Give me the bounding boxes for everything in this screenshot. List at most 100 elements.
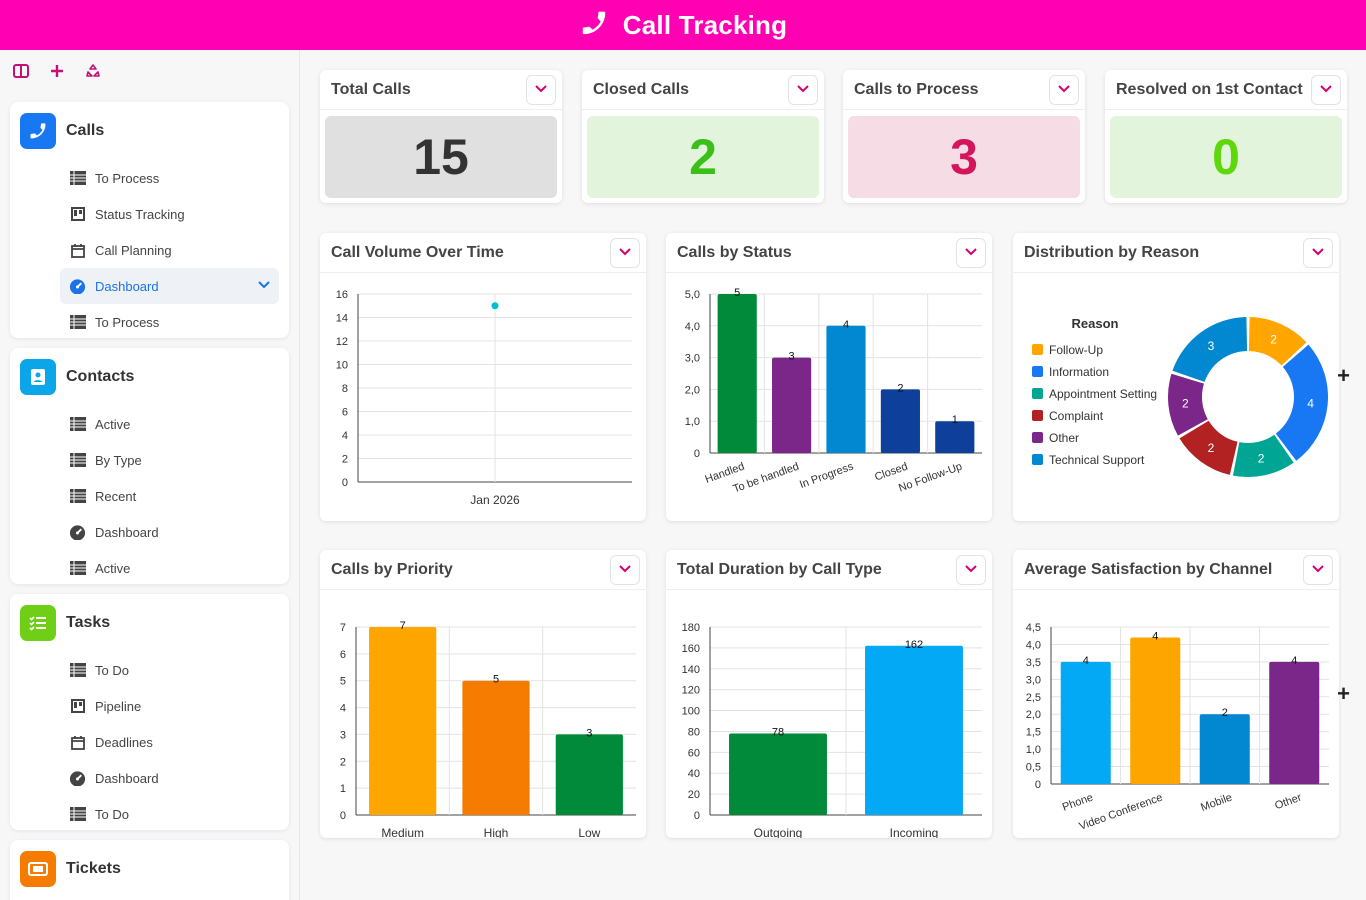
y-tick-label: 140 <box>682 664 700 676</box>
panel-menu-button[interactable] <box>1303 555 1333 585</box>
nav-section-header-tasks[interactable]: Tasks <box>10 594 289 652</box>
y-tick-label: 7 <box>340 622 346 634</box>
x-tick-label: Phone <box>1061 792 1095 814</box>
kpi-menu-button[interactable] <box>788 75 818 105</box>
bar <box>1130 637 1181 784</box>
bar-value-label: 162 <box>905 639 923 651</box>
nav-item-label: Active <box>95 416 131 432</box>
kpi-menu-button[interactable] <box>526 75 556 105</box>
slice-label: 2 <box>1182 397 1189 411</box>
kpi-card-closed-calls: Closed Calls 2 <box>582 70 824 203</box>
bar <box>826 325 866 453</box>
legend-swatch <box>1032 454 1043 465</box>
nav-section-header-tickets[interactable]: Tickets <box>10 840 289 898</box>
nav-item-deadlines[interactable]: Deadlines <box>10 724 289 760</box>
legend-swatch <box>1032 432 1043 443</box>
panel-menu-button[interactable] <box>610 555 640 585</box>
legend-item: Follow-Up <box>1049 343 1103 357</box>
panel-menu-button[interactable] <box>956 238 986 268</box>
chevron-down-icon <box>1311 244 1325 263</box>
legend-swatch <box>1032 366 1043 377</box>
kpi-title: Calls to Process <box>843 70 1085 110</box>
y-tick-label: 8 <box>342 383 348 395</box>
donut-slice <box>1275 344 1328 461</box>
kpi-menu-button[interactable] <box>1311 75 1341 105</box>
kanban-icon <box>69 698 86 715</box>
y-tick-label: 3 <box>340 729 346 741</box>
nav-item-label: Active <box>95 560 131 576</box>
slice-label: 2 <box>1208 441 1215 455</box>
gauge-icon <box>69 278 86 295</box>
nav-section-header-calls[interactable]: Calls <box>10 102 289 160</box>
x-tick-label: Outgoing <box>754 826 803 838</box>
bar-value-label: 4 <box>1152 630 1158 642</box>
nav-item-by-type[interactable]: By Type <box>10 442 289 478</box>
bar-chart-satisfaction: 00,51,01,52,02,53,03,54,04,54Phone4Video… <box>1026 622 1329 833</box>
y-tick-label: 4,5 <box>1026 622 1041 634</box>
kpi-title: Resolved on 1st Contact <box>1105 70 1347 110</box>
y-tick-label: 2,5 <box>1026 692 1041 704</box>
nav-item-label: Recent <box>95 488 137 504</box>
nav-item-pipeline[interactable]: Pipeline <box>10 688 289 724</box>
nav-item-dashboard[interactable]: Dashboard <box>10 760 289 796</box>
panel-calls-by-status: Calls by Status 0 1,0 2,0 3,0 4,0 5,0 5 Handled… <box>666 233 992 521</box>
panel-title: Call Volume Over Time <box>320 233 646 273</box>
nav-section-title: Tasks <box>66 614 111 631</box>
nav-item-status-tracking[interactable]: Status Tracking <box>10 196 289 232</box>
legend-swatch <box>1032 344 1043 355</box>
chevron-down-icon <box>964 244 978 263</box>
bar-value-label: 4 <box>843 319 849 331</box>
nav-item-to-process-2[interactable]: To Process <box>10 304 289 340</box>
add-widget-button[interactable]: + <box>1337 363 1350 388</box>
donut-slice <box>1248 317 1307 366</box>
nav-item-call-planning[interactable]: Call Planning <box>10 232 289 268</box>
table-icon <box>69 170 86 187</box>
nav-item-active[interactable]: Active <box>10 406 289 442</box>
nav-item-label: Status Tracking <box>95 206 185 222</box>
add-widget-button-2[interactable]: + <box>1337 681 1350 706</box>
nav-item-active-2[interactable]: Active <box>10 550 289 586</box>
donut-slice <box>1168 373 1208 436</box>
nav-item-to-do-2[interactable]: To Do <box>10 796 289 832</box>
x-tick-label: Medium <box>381 826 424 838</box>
nav-item-label: Deadlines <box>95 734 153 750</box>
y-tick-label: 2 <box>342 454 348 466</box>
nav-item-dashboard-active[interactable]: Dashboard <box>60 268 279 304</box>
nav-item-label: Dashboard <box>95 278 159 294</box>
bar-value-label: 4 <box>1083 655 1089 667</box>
donut-slice <box>1172 317 1248 382</box>
toggle-panel-icon[interactable] <box>12 62 30 80</box>
chevron-down-icon[interactable] <box>257 277 271 294</box>
legend-item: Appointment Setting <box>1049 387 1157 401</box>
bar <box>772 357 812 453</box>
panel-menu-button[interactable] <box>956 555 986 585</box>
legend-title: Reason <box>1072 316 1119 331</box>
panel-menu-button[interactable] <box>610 238 640 268</box>
bar-value-label: 4 <box>1291 655 1297 667</box>
data-point <box>491 302 499 310</box>
bar <box>1060 661 1111 784</box>
kpi-menu-button[interactable] <box>1049 75 1079 105</box>
nav-item-label: Pipeline <box>95 698 142 714</box>
nav-item-dashboard[interactable]: Dashboard <box>10 514 289 550</box>
bar-value-label: 3 <box>586 727 592 739</box>
nav-item-to-process[interactable]: To Process <box>10 160 289 196</box>
recycle-icon[interactable] <box>84 62 102 80</box>
x-tick-label: High <box>484 826 509 838</box>
panel-title: Calls by Priority <box>320 550 646 590</box>
y-tick-label: 4 <box>342 430 348 442</box>
x-tick-label: Low <box>578 826 600 838</box>
bar-chart-calls-by-priority: 0 1 2 3 4 5 6 7 7 Medium 5 High 3 Low <box>340 620 636 838</box>
nav-section-header-contacts[interactable]: Contacts <box>10 348 289 406</box>
chevron-down-icon <box>1311 561 1325 580</box>
task-list-icon <box>20 605 56 641</box>
add-icon[interactable] <box>48 62 66 80</box>
bar <box>555 734 623 815</box>
nav-item-recent[interactable]: Recent <box>10 478 289 514</box>
panel-menu-button[interactable] <box>1303 238 1333 268</box>
chevron-down-icon <box>796 81 810 100</box>
legend-item: Other <box>1049 431 1079 445</box>
bar-chart-duration: 0 20 40 60 80 100 120 140 160 180 78 Outgoing 162 Inc… <box>682 622 982 838</box>
calendar-icon <box>69 734 86 751</box>
nav-item-to-do[interactable]: To Do <box>10 652 289 688</box>
